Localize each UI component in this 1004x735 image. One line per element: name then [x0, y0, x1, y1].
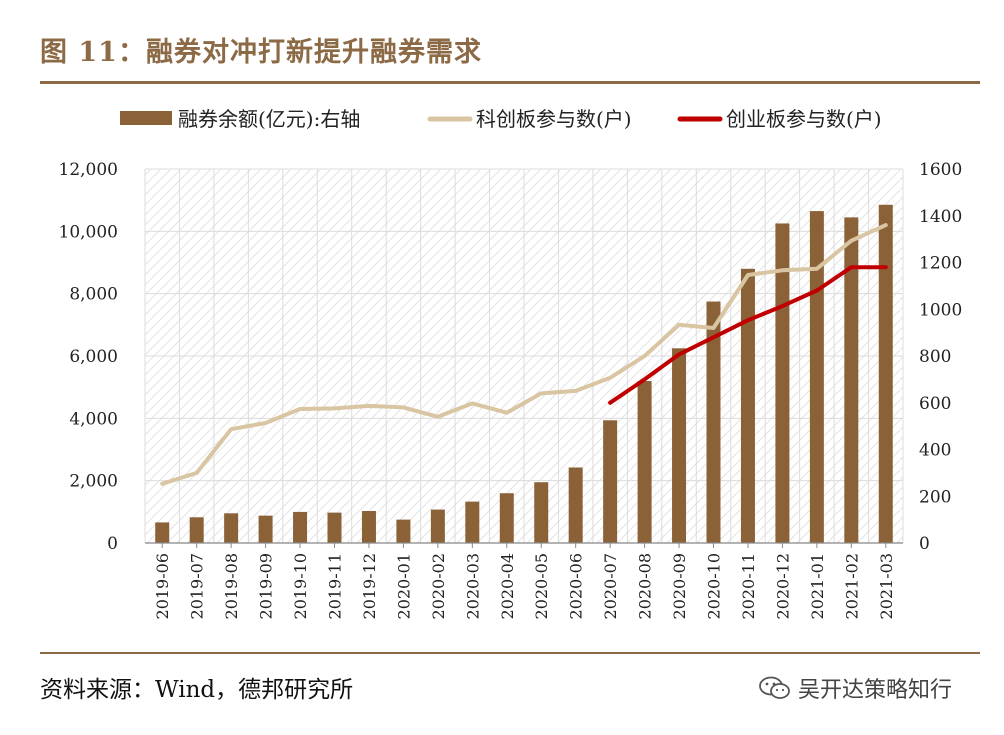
line-star-market: [160, 223, 888, 486]
footer-rule: [40, 652, 980, 654]
legend-label: 融券余额(亿元):右轴: [178, 107, 360, 131]
bar-2019-10: [293, 511, 308, 543]
x-tick-label: 2019-08: [222, 553, 241, 619]
legend-item-2: 科创板参与数(户): [427, 107, 632, 131]
x-tick-label: 2021-03: [877, 553, 896, 619]
bar-2019-12: [361, 510, 376, 543]
x-tick-label: 2020-10: [705, 553, 724, 619]
chart: 融券余额(亿元):右轴 科创板参与数(户) 创业板参与数(户) 0 2,000 4,00…: [59, 107, 963, 619]
bar-2020-09: [672, 348, 687, 543]
bar-2021-01: [809, 211, 824, 543]
chart-title: 图 11：融券对冲打新提升融券需求: [40, 37, 482, 68]
bar-2020-01: [396, 519, 411, 543]
bar-2021-02: [844, 217, 859, 544]
legend: 融券余额(亿元):右轴 科创板参与数(户) 创业板参与数(户): [120, 107, 882, 131]
legend-label: 创业板参与数(户): [726, 107, 882, 131]
line-chinext: [608, 265, 888, 405]
bar-2019-11: [327, 512, 342, 543]
x-tick-label: 2019-12: [360, 553, 379, 619]
y-right-tick-label: 1000: [919, 300, 962, 320]
bar-2019-07: [189, 517, 204, 543]
x-tick-label: 2021-01: [808, 553, 827, 619]
bar-2020-11: [740, 268, 755, 543]
source-note: 资料来源：Wind，德邦研究所: [40, 677, 354, 703]
x-tick-label: 2019-06: [153, 553, 172, 619]
y-right-tick-label: 1600: [919, 160, 962, 180]
legend-item-3: 创业板参与数(户): [677, 107, 882, 131]
x-tick-label: 2020-12: [773, 553, 792, 619]
x-tick-label: 2020-04: [498, 553, 517, 619]
y-left-tick-label: 0: [107, 534, 118, 554]
y-right-tick-label: 400: [919, 441, 951, 461]
x-tick-label: 2019-09: [257, 553, 276, 619]
x-tick-label: 2020-07: [601, 553, 620, 619]
x-tick-label: 2020-05: [532, 553, 551, 619]
bar-2019-08: [224, 513, 239, 543]
bar-2020-05: [534, 482, 549, 543]
y-left-tick-label: 12,000: [59, 160, 118, 180]
bar-2020-08: [637, 381, 652, 543]
legend-item-1: 融券余额(亿元):右轴: [120, 107, 360, 131]
y-left-tick-label: 2,000: [69, 472, 118, 492]
x-tick-label: 2020-03: [463, 553, 482, 619]
x-tick-label: 2020-09: [670, 553, 689, 619]
y-right-tick-label: 600: [919, 394, 951, 414]
x-tick-label: 2020-11: [739, 553, 758, 619]
x-tick-label: 2019-07: [188, 553, 207, 619]
y-right-tick-label: 1400: [919, 207, 962, 227]
bar-2020-02: [430, 509, 445, 543]
bar-2020-03: [465, 501, 480, 543]
bar-2021-03: [878, 204, 893, 544]
x-tick-label: 2021-02: [842, 553, 861, 619]
x-tick-label: 2019-11: [326, 553, 345, 619]
bar-2019-06: [155, 522, 170, 543]
bar-series: [155, 204, 893, 544]
y-left-tick-label: 6,000: [69, 347, 118, 367]
x-tick-label: 2020-02: [429, 553, 448, 619]
y-left-tick-label: 4,000: [69, 409, 118, 429]
line-series: [160, 223, 888, 486]
bar-2020-10: [706, 301, 721, 543]
y-right-tick-label: 200: [919, 487, 951, 507]
bar-2020-04: [499, 493, 514, 543]
x-tick-label: 2020-06: [567, 553, 586, 619]
y-left-tick-label: 8,000: [69, 285, 118, 305]
axes: 0 2,000 4,000 6,000 8,000 10,000 12,000 0 200 400…: [59, 160, 963, 619]
bar-2019-09: [258, 515, 273, 543]
bar-2020-06: [568, 467, 583, 543]
bar-2020-07: [603, 420, 618, 543]
title-rule: [40, 81, 980, 84]
y-right-tick-label: 800: [919, 347, 951, 367]
x-tick-label: 2020-01: [394, 553, 413, 619]
legend-swatch: [120, 111, 172, 125]
brand-watermark: 吴开达策略知行: [758, 672, 952, 704]
y-left-tick-label: 10,000: [59, 222, 118, 242]
x-tick-label: 2020-08: [636, 553, 655, 619]
brand-name: 吴开达策略知行: [798, 678, 953, 703]
x-tick-label: 2019-10: [291, 553, 310, 619]
wechat-icon: [759, 676, 790, 699]
legend-label: 科创板参与数(户): [476, 107, 632, 131]
y-right-tick-label: 0: [919, 534, 930, 554]
y-right-tick-label: 1200: [919, 254, 962, 274]
